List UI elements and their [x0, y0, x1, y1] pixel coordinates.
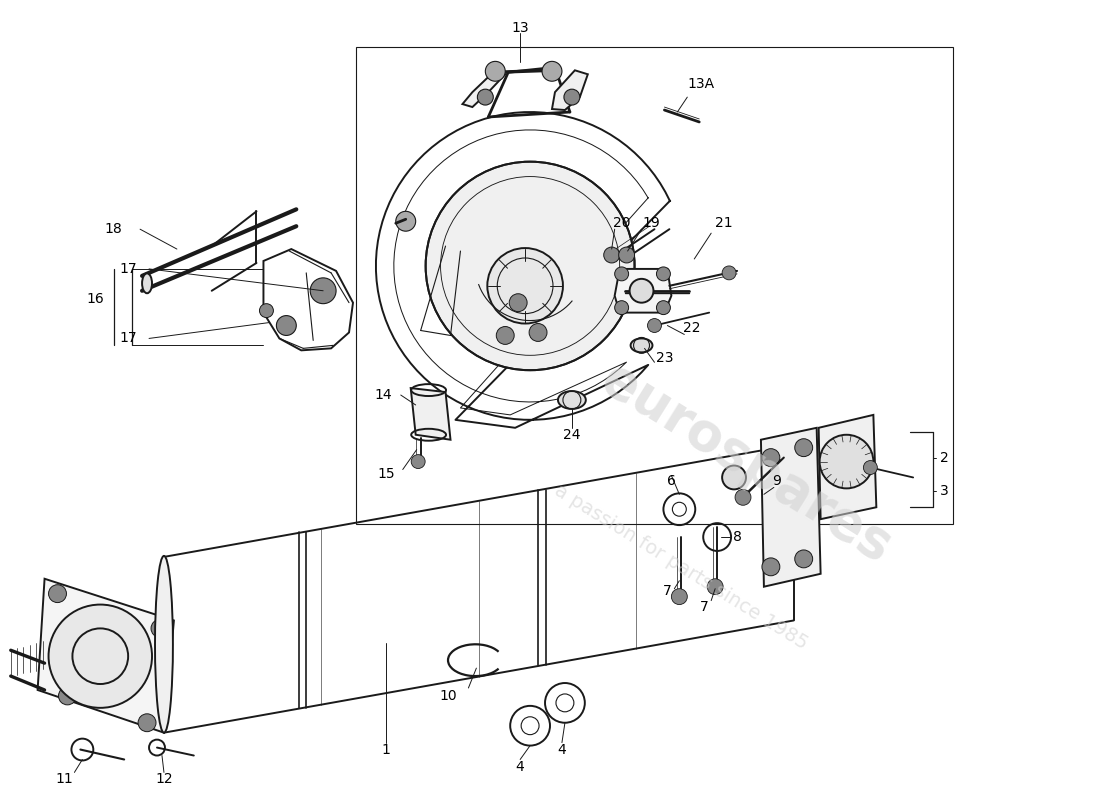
Circle shape	[310, 278, 337, 304]
Circle shape	[542, 62, 562, 82]
Polygon shape	[410, 388, 451, 440]
Circle shape	[529, 323, 547, 342]
Circle shape	[426, 162, 635, 370]
Polygon shape	[761, 428, 821, 586]
Polygon shape	[615, 269, 671, 313]
Circle shape	[509, 294, 527, 312]
Circle shape	[48, 605, 152, 708]
Ellipse shape	[155, 556, 173, 733]
Text: 14: 14	[374, 388, 392, 402]
Text: 15: 15	[377, 467, 395, 482]
Text: 12: 12	[155, 772, 173, 786]
Circle shape	[396, 211, 416, 231]
Circle shape	[657, 301, 670, 314]
Circle shape	[762, 558, 780, 576]
Circle shape	[864, 461, 878, 474]
Circle shape	[629, 279, 653, 302]
Circle shape	[722, 266, 736, 280]
Circle shape	[657, 267, 670, 281]
Circle shape	[487, 248, 563, 323]
Text: 11: 11	[56, 772, 74, 786]
Text: 8: 8	[733, 530, 741, 544]
Text: 13: 13	[512, 21, 529, 34]
Ellipse shape	[558, 391, 586, 409]
Circle shape	[58, 687, 76, 705]
Circle shape	[615, 301, 628, 314]
Text: 17: 17	[119, 262, 136, 276]
Text: 24: 24	[563, 428, 581, 442]
Text: 4: 4	[558, 742, 566, 757]
Text: 21: 21	[715, 216, 733, 230]
Circle shape	[762, 449, 780, 466]
Circle shape	[151, 619, 169, 638]
Polygon shape	[552, 70, 587, 110]
Circle shape	[485, 62, 505, 82]
Circle shape	[795, 438, 813, 457]
Circle shape	[564, 89, 580, 105]
Circle shape	[671, 589, 688, 605]
Text: eurospares: eurospares	[592, 354, 902, 574]
Circle shape	[260, 304, 274, 318]
Text: 22: 22	[682, 322, 700, 335]
Text: 7: 7	[663, 584, 672, 598]
Circle shape	[722, 466, 746, 490]
Circle shape	[139, 714, 156, 732]
Ellipse shape	[142, 274, 152, 294]
Polygon shape	[462, 70, 505, 107]
Circle shape	[735, 490, 751, 506]
Text: 17: 17	[119, 331, 136, 346]
Text: 1: 1	[382, 742, 390, 757]
Text: 7: 7	[700, 599, 708, 614]
Text: 23: 23	[656, 351, 673, 366]
Circle shape	[411, 454, 425, 469]
Circle shape	[48, 585, 66, 602]
Circle shape	[615, 267, 628, 281]
Circle shape	[604, 247, 619, 263]
Circle shape	[276, 315, 296, 335]
Text: 13A: 13A	[688, 78, 714, 91]
Text: 19: 19	[642, 216, 660, 230]
Text: 10: 10	[440, 689, 458, 703]
Text: 20: 20	[613, 216, 630, 230]
Text: 6: 6	[667, 474, 675, 489]
Circle shape	[795, 550, 813, 568]
Circle shape	[707, 578, 723, 594]
Circle shape	[477, 89, 493, 105]
Text: 18: 18	[104, 222, 122, 236]
Text: 2: 2	[940, 450, 949, 465]
Circle shape	[820, 434, 873, 488]
Ellipse shape	[630, 338, 652, 352]
Text: a passion for parts since 1985: a passion for parts since 1985	[551, 481, 812, 653]
Circle shape	[648, 318, 661, 333]
Circle shape	[496, 326, 514, 344]
Text: 9: 9	[772, 474, 781, 489]
Circle shape	[618, 247, 635, 263]
Text: 4: 4	[516, 761, 525, 774]
Text: 3: 3	[940, 484, 949, 498]
Polygon shape	[818, 415, 877, 519]
Polygon shape	[37, 578, 174, 733]
Text: 16: 16	[87, 292, 104, 306]
